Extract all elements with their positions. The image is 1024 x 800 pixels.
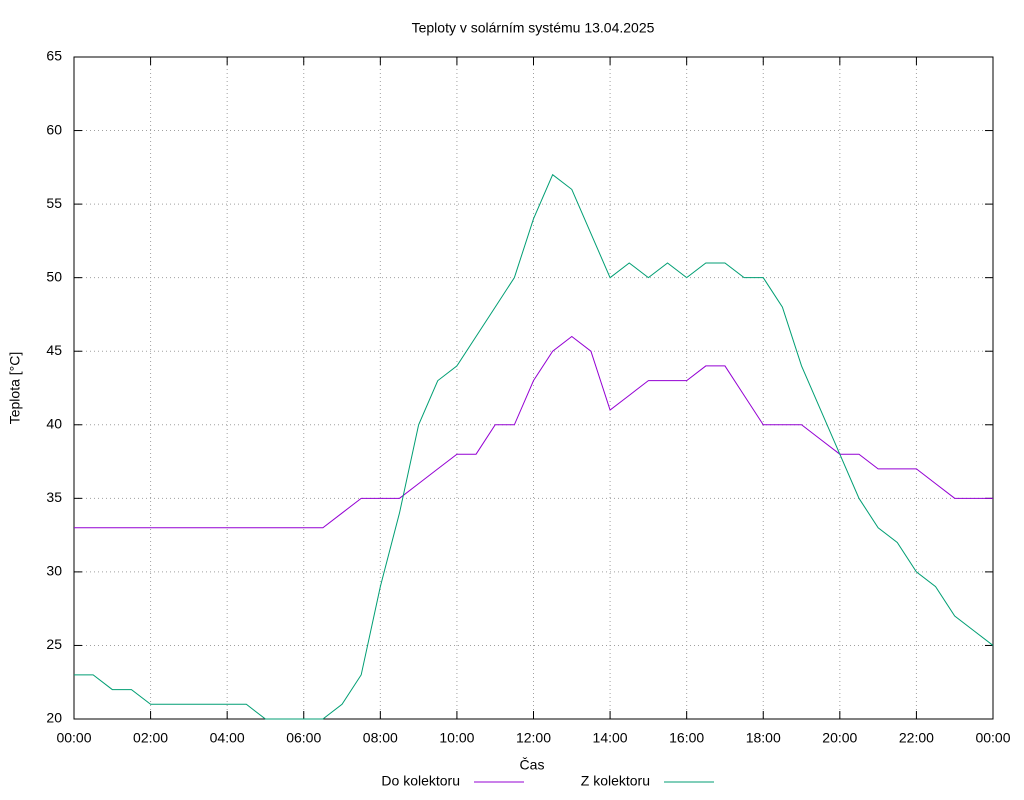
x-tick-label: 12:00 bbox=[516, 730, 551, 746]
y-tick-label: 40 bbox=[46, 415, 62, 431]
x-tick-label: 10:00 bbox=[439, 730, 474, 746]
x-tick-label: 00:00 bbox=[975, 730, 1010, 746]
x-tick-label: 20:00 bbox=[822, 730, 857, 746]
x-tick-label: 16:00 bbox=[669, 730, 704, 746]
y-tick-label: 20 bbox=[46, 710, 62, 726]
x-tick-label: 00:00 bbox=[56, 730, 91, 746]
y-tick-label: 55 bbox=[46, 195, 62, 211]
y-tick-label: 60 bbox=[46, 121, 62, 137]
x-tick-label: 14:00 bbox=[593, 730, 628, 746]
line-series bbox=[74, 173, 994, 720]
x-tick-label: 02:00 bbox=[133, 730, 168, 746]
y-axis-label: Teplota [°C] bbox=[7, 352, 23, 425]
legend-label: Z kolektoru bbox=[581, 773, 650, 789]
x-tick-label: 18:00 bbox=[746, 730, 781, 746]
x-axis-label: Čas bbox=[520, 757, 545, 773]
x-tick-label: 08:00 bbox=[363, 730, 398, 746]
y-tick-label: 25 bbox=[46, 636, 62, 652]
y-tick-label: 65 bbox=[46, 48, 62, 64]
chart-title: Teploty v solárním systému 13.04.2025 bbox=[412, 20, 655, 36]
y-tick-label: 30 bbox=[46, 563, 62, 579]
legend-label: Do kolektoru bbox=[381, 773, 460, 789]
y-tick-label: 35 bbox=[46, 489, 62, 505]
y-tick-label: 45 bbox=[46, 342, 62, 358]
x-tick-label: 04:00 bbox=[210, 730, 245, 746]
x-tick-label: 22:00 bbox=[899, 730, 934, 746]
x-tick-label: 06:00 bbox=[286, 730, 321, 746]
plot-border bbox=[73, 56, 994, 720]
y-tick-label: 50 bbox=[46, 268, 62, 284]
